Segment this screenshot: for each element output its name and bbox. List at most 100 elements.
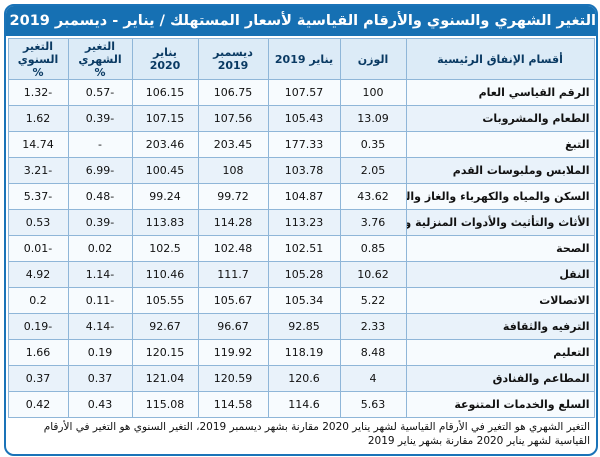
row-monthly-change: 0.48- [67,183,133,210]
row-annual-change: 4.92 [7,261,69,288]
row-monthly-change: 0.39- [67,209,133,236]
row-category: النقل [405,261,595,288]
page-title: التغير الشهري والسنوي والأرقام القياسية … [6,6,596,36]
row-monthly-change: 6.99- [67,157,133,184]
row-jan2020: 106.15 [131,79,199,106]
cpi-table: أقسام الإنفاق الرئيسية الوزن يناير 2019 … [7,38,595,418]
row-dec2019: 203.45 [197,131,269,158]
row-category: التعليم [405,339,595,366]
row-annual-change: 0.53 [7,209,69,236]
row-jan2019: 104.87 [267,183,341,210]
row-category: الترفيه والثقافة [405,313,595,340]
row-annual-change: 0.37 [7,365,69,392]
row-monthly-change: 0.11- [67,287,133,314]
row-jan2019: 118.19 [267,339,341,366]
table-row: السلع والخدمات المتنوعة 5.63 114.6 114.58 11… [7,391,595,418]
row-monthly-change: 0.19 [67,339,133,366]
row-jan2019: 113.23 [267,209,341,236]
table-row: الصحة 0.85 102.51 102.48 102.5 0.02 0.01- [7,235,595,262]
row-monthly-change: 1.14- [67,261,133,288]
row-monthly-change: 0.57- [67,79,133,106]
row-weight: 0.35 [339,131,407,158]
row-jan2019: 105.28 [267,261,341,288]
row-monthly-change: 4.14- [67,313,133,340]
row-weight: 43.62 [339,183,407,210]
row-annual-change: 0.19- [7,313,69,340]
table-row: التبغ 0.35 177.33 203.45 203.46-14.74 [7,131,595,158]
table-row: الرقم القياسي العام 100 107.57 106.75 106.15… [7,79,595,106]
row-category: السلع والخدمات المتنوعة [405,391,595,418]
row-jan2020: 113.83 [131,209,199,236]
row-weight: 5.22 [339,287,407,314]
row-dec2019: 105.67 [197,287,269,314]
header-jan2019: يناير 2019 [267,38,341,80]
header-category: أقسام الإنفاق الرئيسية [405,38,595,80]
header-monthly-change: التغير الشهري % [67,38,133,80]
row-monthly-change: 0.02 [67,235,133,262]
row-category: الأثاث والتأثيث والأدوات المنزلية وإصلاح… [405,209,595,236]
row-jan2019: 102.51 [267,235,341,262]
row-weight: 2.33 [339,313,407,340]
table-row: الاتصالات 5.22 105.34 105.67 105.55 0.11- 0.2 [7,287,595,314]
table-row: النقل 10.62 105.28 111.7 110.46 1.14- 4.92 [7,261,595,288]
row-jan2020: 100.45 [131,157,199,184]
row-jan2019: 120.6 [267,365,341,392]
row-monthly-change: 0.37 [67,365,133,392]
table-row: التعليم 8.48 118.19 119.92 120.15 0.19 1.66 [7,339,595,366]
row-category: التبغ [405,131,595,158]
row-dec2019: 111.7 [197,261,269,288]
row-jan2019: 92.85 [267,313,341,340]
table-row: المطاعم والفنادق 4 120.6 120.59 121.04 0.37 0.… [7,365,595,392]
row-category: الاتصالات [405,287,595,314]
row-annual-change: 0.2 [7,287,69,314]
row-jan2020: 102.5 [131,235,199,262]
table-header-row: أقسام الإنفاق الرئيسية الوزن يناير 2019 … [7,38,595,80]
row-weight: 10.62 [339,261,407,288]
row-dec2019: 96.67 [197,313,269,340]
row-weight: 2.05 [339,157,407,184]
row-category: الصحة [405,235,595,262]
row-jan2020: 110.46 [131,261,199,288]
row-monthly-change: - [67,131,133,158]
row-weight: 0.85 [339,235,407,262]
row-jan2019: 105.34 [267,287,341,314]
row-jan2020: 115.08 [131,391,199,418]
row-jan2020: 105.55 [131,287,199,314]
row-jan2020: 99.24 [131,183,199,210]
row-dec2019: 114.58 [197,391,269,418]
row-dec2019: 102.48 [197,235,269,262]
row-category: الطعام والمشروبات [405,105,595,132]
row-category: السكن والمياه والكهرباء والغاز والوقود [405,183,595,210]
row-dec2019: 114.28 [197,209,269,236]
table-row: الملابس وملبوسات القدم 2.05 103.78 108 100.4… [7,157,595,184]
row-annual-change: 1.62 [7,105,69,132]
row-jan2019: 103.78 [267,157,341,184]
row-dec2019: 107.56 [197,105,269,132]
footnote: التغير الشهري هو التغير في الأرقام القيا… [43,421,590,447]
row-weight: 13.09 [339,105,407,132]
infographic-frame: التغير الشهري والسنوي والأرقام القياسية … [4,4,598,456]
table-row: الترفيه والثقافة 2.33 92.85 96.67 92.67 4.14-… [7,313,595,340]
row-weight: 4 [339,365,407,392]
row-annual-change: 0.42 [7,391,69,418]
table-row: السكن والمياه والكهرباء والغاز والوقود43… [7,183,595,210]
table-row: الأثاث والتأثيث والأدوات المنزلية وإصلاح… [7,209,595,236]
row-weight: 3.76 [339,209,407,236]
row-jan2019: 177.33 [267,131,341,158]
row-weight: 8.48 [339,339,407,366]
row-category: المطاعم والفنادق [405,365,595,392]
row-category: الملابس وملبوسات القدم [405,157,595,184]
row-dec2019: 108 [197,157,269,184]
row-jan2020: 203.46 [131,131,199,158]
header-annual-change: التغير السنوي % [7,38,69,80]
row-annual-change: 5.37- [7,183,69,210]
row-category: الرقم القياسي العام [405,79,595,106]
row-dec2019: 99.72 [197,183,269,210]
row-annual-change: 1.32- [7,79,69,106]
row-dec2019: 119.92 [197,339,269,366]
header-jan2020: يناير 2020 [131,38,199,80]
row-annual-change: 0.01- [7,235,69,262]
row-annual-change: 3.21- [7,157,69,184]
row-jan2020: 107.15 [131,105,199,132]
header-weight: الوزن [339,38,407,80]
